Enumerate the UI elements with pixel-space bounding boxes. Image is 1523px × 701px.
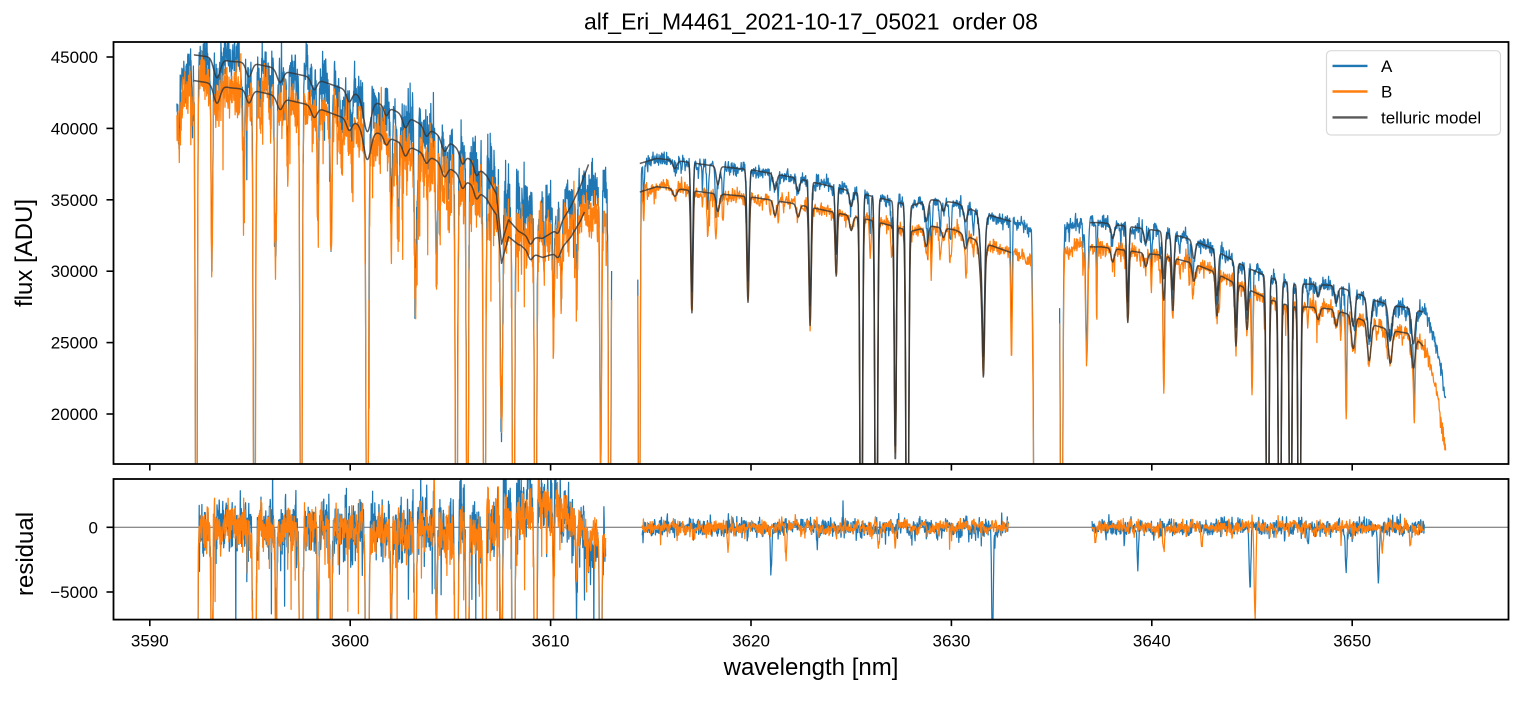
svg-text:3600: 3600 — [331, 632, 369, 651]
svg-text:3610: 3610 — [532, 632, 570, 651]
svg-text:A: A — [1381, 57, 1393, 76]
svg-text:35000: 35000 — [51, 191, 98, 210]
svg-text:3620: 3620 — [732, 632, 770, 651]
svg-text:20000: 20000 — [51, 405, 98, 424]
svg-text:3640: 3640 — [1133, 632, 1171, 651]
svg-text:−5000: −5000 — [50, 583, 98, 602]
svg-text:3630: 3630 — [932, 632, 970, 651]
svg-text:B: B — [1381, 83, 1392, 102]
svg-text:3590: 3590 — [131, 632, 169, 651]
svg-text:wavelength [nm]: wavelength [nm] — [723, 654, 899, 681]
svg-text:alf_Eri_M4461_2021-10-17_05021: alf_Eri_M4461_2021-10-17_05021 order 08 — [584, 9, 1038, 35]
svg-text:3650: 3650 — [1333, 632, 1371, 651]
svg-text:25000: 25000 — [51, 334, 98, 353]
svg-text:45000: 45000 — [51, 48, 98, 67]
svg-text:residual: residual — [12, 512, 39, 596]
svg-text:30000: 30000 — [51, 262, 98, 281]
svg-text:flux [ADU]: flux [ADU] — [11, 199, 38, 307]
svg-text:0: 0 — [89, 518, 98, 537]
svg-text:40000: 40000 — [51, 119, 98, 138]
svg-text:telluric model: telluric model — [1381, 108, 1481, 127]
